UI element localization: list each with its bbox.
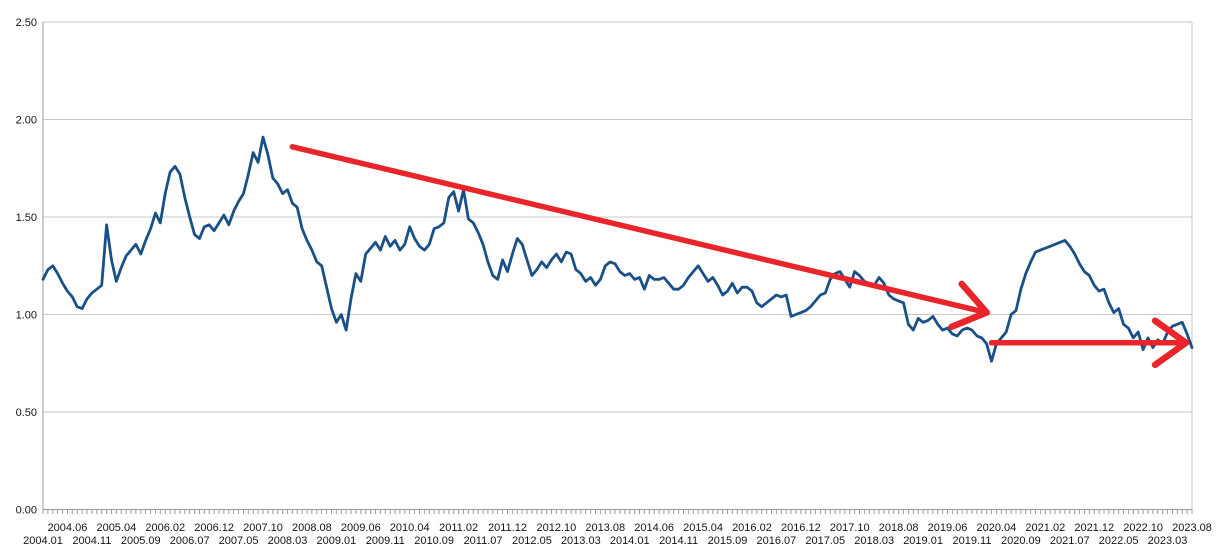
downtrend-arrow-stroke	[289, 144, 990, 316]
x-tick-label-lower: 2012.05	[512, 535, 552, 547]
data-series-line	[41, 135, 1194, 363]
downtrend-arrow-stroke	[948, 309, 990, 331]
x-tick-label-upper: 2023.08	[1172, 522, 1212, 534]
x-tick-label-upper: 2021.12	[1074, 522, 1114, 534]
x-tick-label-upper: 2004.06	[48, 522, 88, 534]
x-tick-label-lower: 2005.09	[121, 535, 161, 547]
x-tick-label-lower: 2007.05	[219, 535, 259, 547]
x-tick-label-lower: 2006.07	[170, 535, 210, 547]
y-tick-label: 2.00	[16, 115, 37, 127]
x-tick-label-upper: 2011.12	[488, 522, 527, 534]
x-tick-label-upper: 2007.10	[243, 522, 283, 534]
x-tick-label-upper: 2020.04	[977, 522, 1017, 534]
x-tick-label-lower: 2013.03	[561, 535, 601, 547]
x-tick-label-lower: 2020.09	[1001, 535, 1041, 547]
x-tick-label-upper: 2019.06	[928, 522, 968, 534]
y-tick-label: 0.00	[16, 505, 37, 517]
x-tick-label-upper: 2022.10	[1123, 522, 1163, 534]
x-tick-label-upper: 2018.08	[879, 522, 919, 534]
downtrend-arrow	[289, 144, 990, 331]
x-tick-label-lower: 2014.01	[610, 535, 650, 547]
x-tick-label-upper: 2009.06	[341, 522, 381, 534]
x-tick-label-lower: 2019.11	[953, 535, 992, 547]
x-tick-label-lower: 2017.05	[805, 535, 845, 547]
x-tick-label-lower: 2009.01	[316, 535, 356, 547]
x-tick-label-upper: 2012.10	[537, 522, 577, 534]
downtrend-arrow-stroke	[958, 280, 990, 316]
x-tick-label-lower: 2009.11	[366, 535, 405, 547]
x-tick-label-lower: 2015.09	[708, 535, 748, 547]
sideways-arrow	[988, 317, 1190, 369]
x-tick-label-upper: 2010.04	[390, 522, 430, 534]
x-tick-label-upper: 2021.02	[1025, 522, 1065, 534]
x-tick-label-upper: 2015.04	[683, 522, 723, 534]
x-tick-label-lower: 2021.07	[1050, 535, 1090, 547]
x-tick-label-lower: 2014.11	[659, 535, 698, 547]
y-tick-label: 1.50	[16, 212, 37, 224]
x-tick-label-lower: 2022.05	[1099, 535, 1139, 547]
x-tick-label-lower: 2004.01	[23, 535, 63, 547]
y-tick-label: 0.50	[16, 407, 37, 419]
x-tick-label-upper: 2014.06	[634, 522, 674, 534]
x-tick-label-lower: 2023.03	[1148, 535, 1188, 547]
x-tick-label-lower: 2016.07	[757, 535, 797, 547]
x-tick-label-upper: 2013.08	[585, 522, 625, 534]
x-tick-label-lower: 2004.11	[72, 535, 111, 547]
x-tick-label-upper: 2011.02	[439, 522, 478, 534]
x-tick-label-lower: 2018.03	[854, 535, 894, 547]
x-tick-label-lower: 2019.01	[903, 535, 943, 547]
x-tick-label-lower: 2011.07	[464, 535, 503, 547]
x-tick-label-upper: 2005.04	[96, 522, 136, 534]
x-tick-label-upper: 2016.12	[781, 522, 821, 534]
x-tick-label-lower: 2008.03	[268, 535, 308, 547]
x-tick-label-upper: 2006.02	[145, 522, 185, 534]
x-tick-label-upper: 2006.12	[194, 522, 234, 534]
x-tick-label-lower: 2010.09	[414, 535, 454, 547]
x-tick-label-upper: 2017.10	[830, 522, 870, 534]
x-tick-label-upper: 2016.02	[732, 522, 772, 534]
y-tick-label: 2.50	[16, 17, 37, 29]
y-tick-label: 1.00	[16, 310, 37, 322]
sideways-arrow-stroke	[1151, 317, 1190, 347]
x-tick-label-upper: 2008.08	[292, 522, 332, 534]
sideways-arrow-stroke	[1151, 339, 1190, 369]
